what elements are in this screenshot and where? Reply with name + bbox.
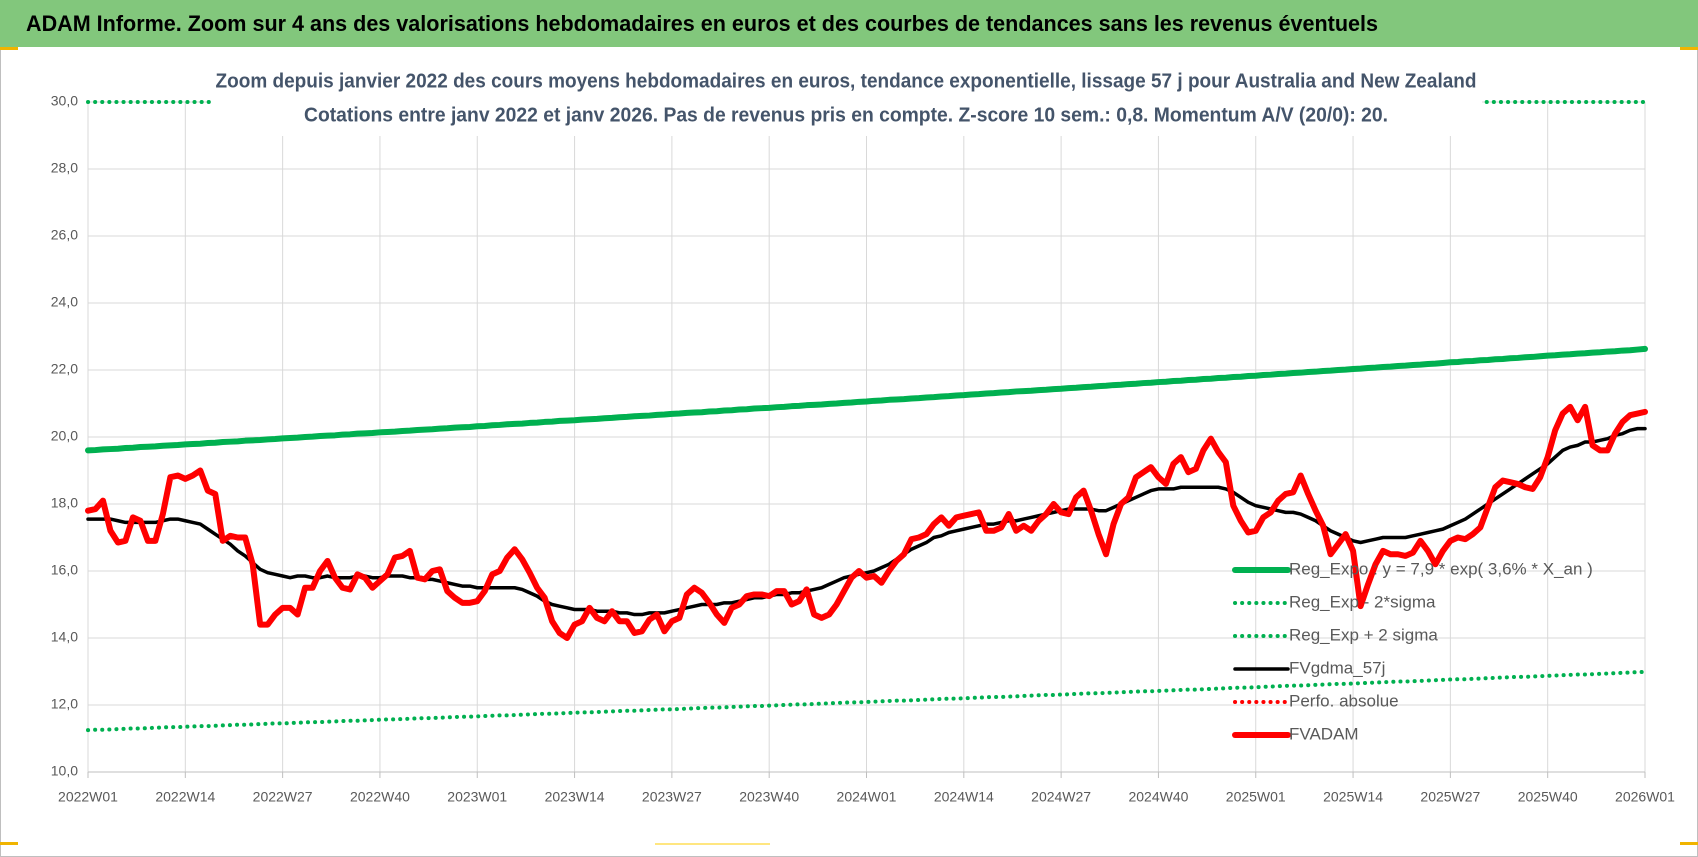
- x-tick-label: 2024W01: [837, 789, 897, 805]
- y-tick-label: 22,0: [51, 361, 78, 377]
- chart-subtitle: Cotations entre janv 2022 et janv 2026. …: [304, 104, 1388, 126]
- y-tick-label: 24,0: [51, 294, 78, 310]
- bottom-accent: [655, 843, 770, 845]
- series-line: [85, 403, 1648, 641]
- x-tick-label: 2023W40: [739, 789, 799, 805]
- x-tick-label: 2022W27: [253, 789, 313, 805]
- legend-label: Reg_Expo : y = 7,9 * exp( 3,6% * X_an ): [1289, 559, 1593, 578]
- x-tick-label: 2025W27: [1420, 789, 1480, 805]
- y-tick-label: 12,0: [51, 696, 78, 712]
- x-tick-label: 2024W27: [1031, 789, 1091, 805]
- y-tick-label: 14,0: [51, 629, 78, 645]
- y-tick-label: 20,0: [51, 428, 78, 444]
- series-line: [86, 426, 1647, 617]
- legend-label: Reg_Exp + 2 sigma: [1289, 625, 1438, 644]
- y-tick-label: 18,0: [51, 495, 78, 511]
- x-tick-label: 2025W01: [1226, 789, 1286, 805]
- legend-label: FVADAM: [1289, 724, 1359, 743]
- x-tick-label: 2024W40: [1128, 789, 1188, 805]
- y-tick-label: 30,0: [51, 93, 78, 109]
- y-tick-label: 10,0: [51, 763, 78, 779]
- corner-accent: [0, 842, 18, 845]
- x-tick-label: 2025W40: [1518, 789, 1578, 805]
- x-tick-label: 2022W40: [350, 789, 410, 805]
- x-tick-label: 2024W14: [934, 789, 994, 805]
- legend-label: Perfo. absolue: [1289, 691, 1399, 710]
- x-tick-label: 2022W14: [155, 789, 215, 805]
- corner-accent: [0, 47, 18, 50]
- series-line: [86, 669, 1647, 733]
- x-tick-label: 2026W01: [1615, 789, 1675, 805]
- x-tick-label: 2023W27: [642, 789, 702, 805]
- axes: 10,0 12,0 14,0 16,0 18,0 20,0 22,0 24,0 26,0 28,0…: [51, 93, 1675, 805]
- legend-label: Reg_Exp - 2*sigma: [1289, 592, 1436, 611]
- legend-label: FVgdma_57j: [1289, 658, 1385, 677]
- corner-accent: [1680, 842, 1698, 845]
- corner-accent: [1680, 47, 1698, 50]
- y-tick-label: 28,0: [51, 160, 78, 176]
- title-box: [211, 64, 1482, 136]
- y-tick-label: 26,0: [51, 227, 78, 243]
- x-tick-label: 2023W01: [447, 789, 507, 805]
- chart-title: Zoom depuis janvier 2022 des cours moyen…: [216, 70, 1477, 92]
- y-tick-label: 16,0: [51, 562, 78, 578]
- header-title: ADAM Informe. Zoom sur 4 ans des valoris…: [26, 11, 1378, 36]
- series-line: [85, 345, 1648, 454]
- x-tick-label: 2023W14: [545, 789, 605, 805]
- x-tick-label: 2022W01: [58, 789, 118, 805]
- header-bar: [0, 0, 1698, 47]
- x-tick-label: 2025W14: [1323, 789, 1383, 805]
- legend: Reg_Expo : y = 7,9 * exp( 3,6% * X_an ) R…: [1232, 559, 1593, 743]
- plot-area: [85, 100, 1648, 733]
